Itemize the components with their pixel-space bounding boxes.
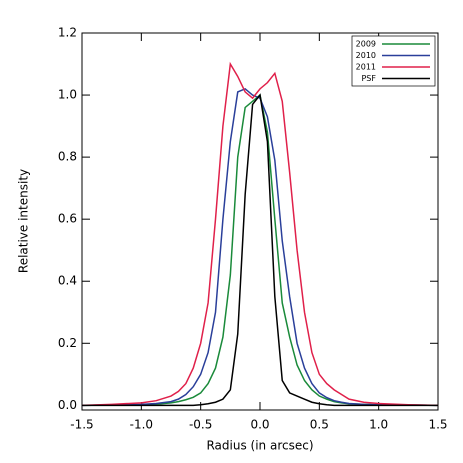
line-series: [81, 87, 439, 407]
x-tick-label: -1.5: [70, 418, 93, 432]
x-tick-label: 1.5: [428, 418, 447, 432]
line-series: [81, 93, 439, 407]
y-axis-label: Relative intensity: [17, 169, 31, 273]
x-axis-label: Radius (in arcsec): [206, 439, 313, 453]
legend-label: 2011: [356, 63, 376, 72]
y-tick-label: 0.8: [58, 150, 77, 164]
y-tick-label: 0.6: [58, 212, 77, 226]
x-tick-label: 0.5: [310, 418, 329, 432]
line-series: [81, 61, 439, 407]
x-tick-label: -1.0: [130, 418, 153, 432]
y-tick-label: 0.2: [58, 336, 77, 350]
legend-label: 2010: [356, 51, 376, 60]
y-tick-label: 1.0: [58, 88, 77, 102]
x-tick-label: -0.5: [189, 418, 212, 432]
x-tick-label: 1.0: [369, 418, 388, 432]
line-series: [82, 93, 438, 407]
y-tick-label: 0.0: [58, 398, 77, 412]
y-tick-label: 0.4: [58, 274, 77, 288]
x-tick-label: 0.0: [250, 418, 269, 432]
legend-label: 2009: [356, 40, 376, 49]
legend-label: PSF: [361, 74, 376, 83]
y-tick-label: 1.2: [58, 26, 77, 40]
